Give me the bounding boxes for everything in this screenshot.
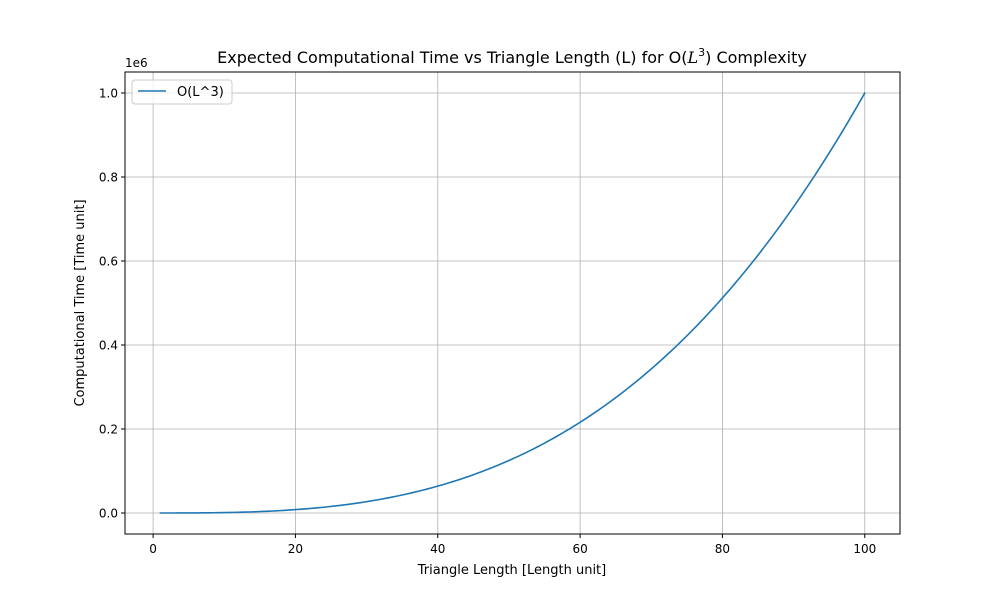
chart-title: Expected Computational Time vs Triangle …: [217, 46, 807, 67]
chart-title-math-exponent: 3: [698, 46, 705, 59]
tick-layer: 0 20 40 60 80 100 0.0 0.2 0.4 0.6 0.8 1.0: [99, 86, 876, 556]
x-tick-label: 0: [149, 542, 157, 556]
legend: O(L^3): [131, 79, 233, 105]
series-layer: [159, 92, 866, 514]
x-axis-label: Triangle Length [Length unit]: [417, 563, 606, 578]
plot-frame: [124, 71, 901, 535]
legend-box: [131, 79, 233, 105]
x-tick-label: 100: [853, 542, 876, 556]
chart-title-prefix: Expected Computational Time vs Triangle …: [217, 48, 687, 67]
y-tick-label: 0.0: [99, 507, 118, 521]
y-tick-label: 0.2: [99, 423, 118, 437]
y-tick-label: 0.6: [99, 255, 118, 269]
x-tick-label: 20: [288, 542, 303, 556]
chart-title-suffix: ) Complexity: [705, 48, 807, 67]
y-tick-label: 1.0: [99, 86, 118, 100]
y-axis-label: Computational Time [Time unit]: [73, 199, 88, 406]
y-tick-label: 0.4: [99, 339, 118, 353]
grid-layer: [125, 72, 900, 534]
chart-title-math-base: L: [687, 48, 699, 67]
y-offset-label: 1e6: [125, 56, 148, 70]
x-tick-label: 60: [572, 542, 587, 556]
x-tick-label: 80: [715, 542, 730, 556]
legend-label: O(L^3): [177, 85, 224, 100]
x-tick-label: 40: [430, 542, 445, 556]
series-line: [159, 92, 866, 514]
y-tick-label: 0.8: [99, 170, 118, 184]
